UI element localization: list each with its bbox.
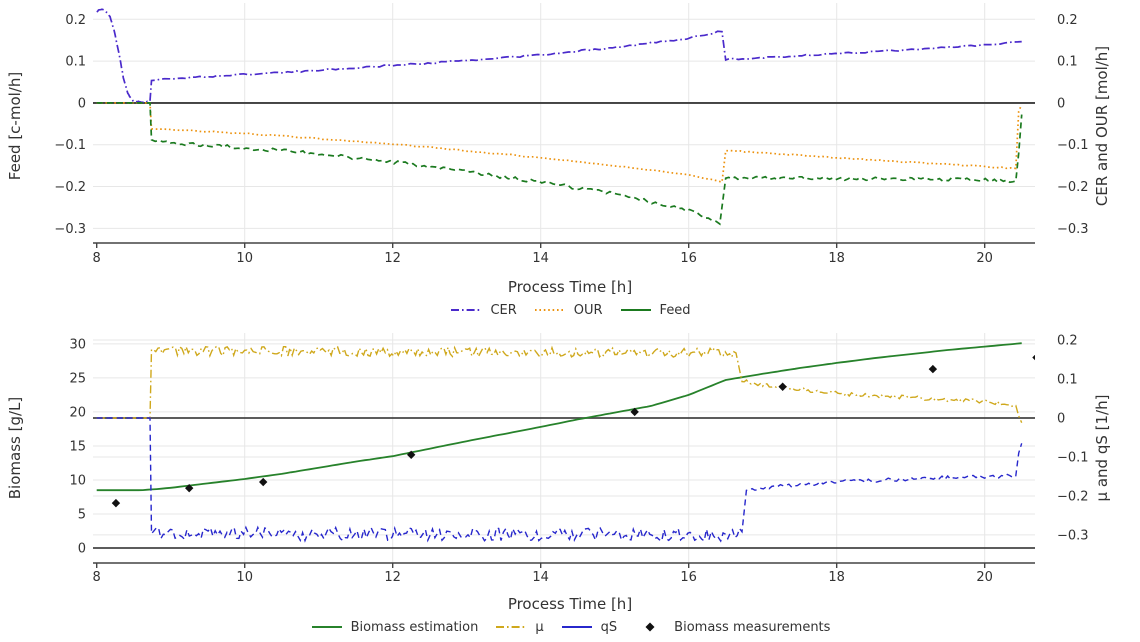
measurement-diamond bbox=[406, 450, 416, 460]
legend-label: OUR bbox=[573, 302, 603, 318]
bottom-plot-area: 8 10 12 14 16 18 20 30 25 20 15 10 5 0 0.2 0.1 0 −0.1 −0.2… bbox=[69, 333, 1089, 583]
x-tick-label: 20 bbox=[976, 251, 993, 266]
right-y-tick-label: 0 bbox=[1057, 411, 1065, 426]
right-y-tick-label: −0.3 bbox=[1057, 222, 1089, 237]
legend-item-mu[interactable]: μ bbox=[494, 619, 544, 635]
x-tick-label: 12 bbox=[384, 570, 401, 583]
legend-line-swatch bbox=[451, 309, 482, 311]
x-tick-label: 8 bbox=[93, 251, 101, 266]
right-y-tick-label: −0.2 bbox=[1057, 180, 1089, 195]
x-tick-label: 20 bbox=[976, 570, 993, 583]
legend-label: qS bbox=[600, 619, 618, 635]
left-y-tick-label: −0.1 bbox=[54, 138, 86, 153]
bottom-chart: 8 10 12 14 16 18 20 30 25 20 15 10 5 0 0.2 0.1 0 −0.1 −0.2… bbox=[0, 325, 1140, 637]
measurement-diamond bbox=[111, 498, 121, 508]
legend-line-swatch bbox=[496, 626, 527, 628]
feed-line bbox=[96, 102, 1023, 226]
x-tick-label: 14 bbox=[532, 570, 549, 583]
right-y-tick-label: 0.2 bbox=[1057, 13, 1078, 28]
left-y-tick-label: −0.3 bbox=[54, 222, 86, 237]
cer-line bbox=[96, 8, 1022, 104]
measurement-diamond bbox=[630, 407, 639, 417]
bottom-legend: Biomass estimation μ qS Biomass measurement… bbox=[0, 617, 1140, 637]
legend-diamond-swatch bbox=[645, 622, 655, 632]
right-y-tick-label: −0.3 bbox=[1057, 528, 1089, 543]
legend-line-swatch bbox=[534, 309, 565, 311]
bottom-left-axis-title: Biomass [g/L] bbox=[6, 396, 24, 500]
measurement-diamond bbox=[928, 364, 938, 374]
our-line bbox=[96, 102, 1023, 184]
left-y-tick-label: −0.2 bbox=[54, 180, 86, 195]
legend-label: Biomass measurements bbox=[674, 619, 831, 635]
right-y-tick-label: 0 bbox=[1057, 96, 1065, 111]
bottom-right-axis-title: μ and qS [1/h] bbox=[1093, 394, 1111, 502]
top-chart: 8 10 12 14 16 18 20 0.2 0.1 0 −0.1 −0.2 −0.3 0.2 0.1 0 −… bbox=[0, 0, 1140, 320]
left-y-tick-label: 25 bbox=[69, 371, 86, 386]
biomass-measurements-points bbox=[111, 354, 1035, 508]
top-plot-area: 8 10 12 14 16 18 20 0.2 0.1 0 −0.1 −0.2 −0.3 0.2 0.1 0 −… bbox=[54, 3, 1089, 266]
x-tick-label: 16 bbox=[680, 251, 697, 266]
x-tick-label: 8 bbox=[93, 570, 101, 583]
legend-item-biomass-estimation[interactable]: Biomass estimation bbox=[310, 619, 479, 635]
top-legend: CER OUR Feed bbox=[0, 300, 1140, 320]
measurement-diamond bbox=[184, 483, 194, 493]
measurement-diamond bbox=[778, 382, 787, 391]
bottom-x-axis-title: Process Time [h] bbox=[507, 595, 633, 613]
legend-item-feed[interactable]: Feed bbox=[619, 303, 691, 318]
x-tick-label: 18 bbox=[828, 570, 845, 583]
legend-item-biomass-measurements[interactable]: Biomass measurements bbox=[633, 620, 830, 635]
legend-label: CER bbox=[490, 302, 517, 318]
x-tick-label: 16 bbox=[680, 570, 697, 583]
right-y-tick-label: 0.2 bbox=[1057, 334, 1078, 349]
top-right-axis-title: CER and OUR [mol/h] bbox=[1093, 45, 1111, 207]
x-tick-label: 14 bbox=[532, 251, 549, 266]
right-y-tick-label: −0.1 bbox=[1057, 138, 1089, 153]
left-y-tick-label: 0.1 bbox=[65, 55, 86, 70]
left-y-tick-label: 0.2 bbox=[65, 13, 86, 28]
legend-label: Biomass estimation bbox=[350, 619, 479, 635]
measurement-diamond bbox=[1032, 354, 1035, 361]
right-y-tick-label: 0.1 bbox=[1057, 373, 1078, 388]
legend-line-swatch bbox=[311, 626, 342, 628]
legend-label: μ bbox=[535, 619, 544, 635]
right-y-tick-label: −0.1 bbox=[1057, 450, 1089, 465]
left-y-tick-label: 20 bbox=[69, 405, 86, 420]
right-y-tick-label: −0.2 bbox=[1057, 489, 1089, 504]
right-y-tick-label: 0.1 bbox=[1057, 55, 1078, 70]
legend-item-qs[interactable]: qS bbox=[560, 619, 618, 635]
mu-line bbox=[96, 344, 1023, 423]
measurement-diamond bbox=[258, 477, 268, 487]
left-y-tick-label: 15 bbox=[69, 439, 86, 454]
legend-label: Feed bbox=[659, 302, 691, 318]
x-tick-label: 10 bbox=[236, 570, 253, 583]
left-y-tick-label: 0 bbox=[78, 542, 86, 557]
legend-line-swatch bbox=[620, 309, 651, 311]
legend-item-cer[interactable]: CER bbox=[449, 302, 517, 318]
biomass-estimation-line bbox=[96, 342, 1022, 492]
legend-item-our[interactable]: OUR bbox=[533, 303, 603, 318]
legend-line-swatch bbox=[561, 626, 592, 628]
top-x-axis-title: Process Time [h] bbox=[507, 278, 633, 296]
left-y-tick-label: 10 bbox=[69, 473, 86, 488]
x-tick-label: 18 bbox=[828, 251, 845, 266]
qs-line bbox=[96, 417, 1023, 543]
left-y-tick-label: 5 bbox=[78, 508, 86, 523]
left-y-tick-label: 30 bbox=[69, 337, 86, 352]
left-y-tick-label: 0 bbox=[78, 96, 86, 111]
top-left-axis-title: Feed [c-mol/h] bbox=[6, 71, 24, 181]
x-tick-label: 12 bbox=[384, 251, 401, 266]
x-tick-label: 10 bbox=[236, 251, 253, 266]
